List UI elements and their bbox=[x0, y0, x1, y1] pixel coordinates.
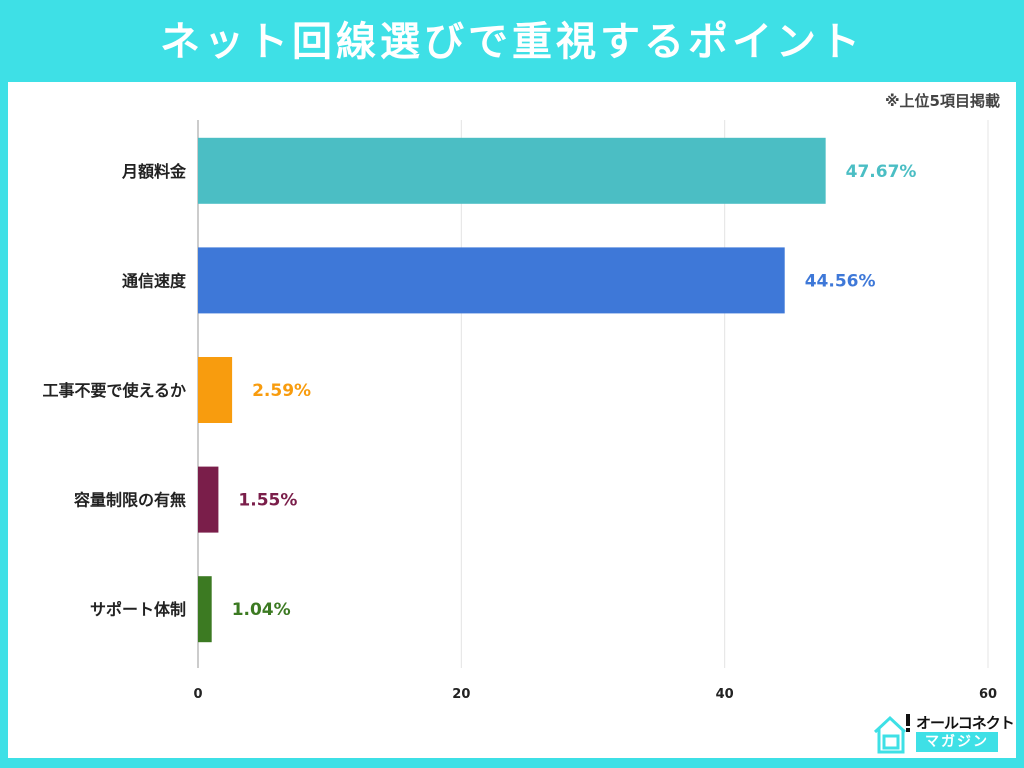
data-label: 44.56% bbox=[805, 271, 876, 291]
data-label: 2.59% bbox=[252, 381, 311, 401]
bar bbox=[198, 576, 212, 643]
page-title: ネット回線選びで重視するポイント bbox=[160, 19, 864, 65]
x-tick-label: 60 bbox=[979, 687, 997, 702]
category-label: サポート体制 bbox=[90, 600, 186, 619]
chart-note: ※上位5項目掲載 bbox=[884, 92, 1000, 110]
logo-text: オールコネクト bbox=[916, 714, 1015, 732]
data-label: 1.55% bbox=[238, 491, 297, 511]
bar bbox=[198, 357, 233, 423]
x-tick-label: 40 bbox=[716, 687, 734, 702]
data-label: 1.04% bbox=[232, 600, 291, 620]
bar bbox=[198, 247, 785, 314]
category-label: 工事不要で使えるか bbox=[42, 381, 186, 400]
logo-subtext: マガジン bbox=[916, 732, 998, 752]
category-label: 容量制限の有無 bbox=[73, 491, 186, 510]
x-tick-label: 20 bbox=[452, 687, 470, 702]
bar bbox=[198, 137, 826, 204]
category-label: 月額料金 bbox=[121, 162, 187, 181]
category-label: 通信速度 bbox=[122, 271, 187, 290]
house-logo-icon bbox=[873, 714, 910, 754]
bar bbox=[198, 466, 219, 533]
data-label: 47.67% bbox=[846, 162, 917, 182]
logo: オールコネクト マガジン bbox=[872, 712, 1015, 756]
x-tick-label: 0 bbox=[193, 687, 202, 702]
